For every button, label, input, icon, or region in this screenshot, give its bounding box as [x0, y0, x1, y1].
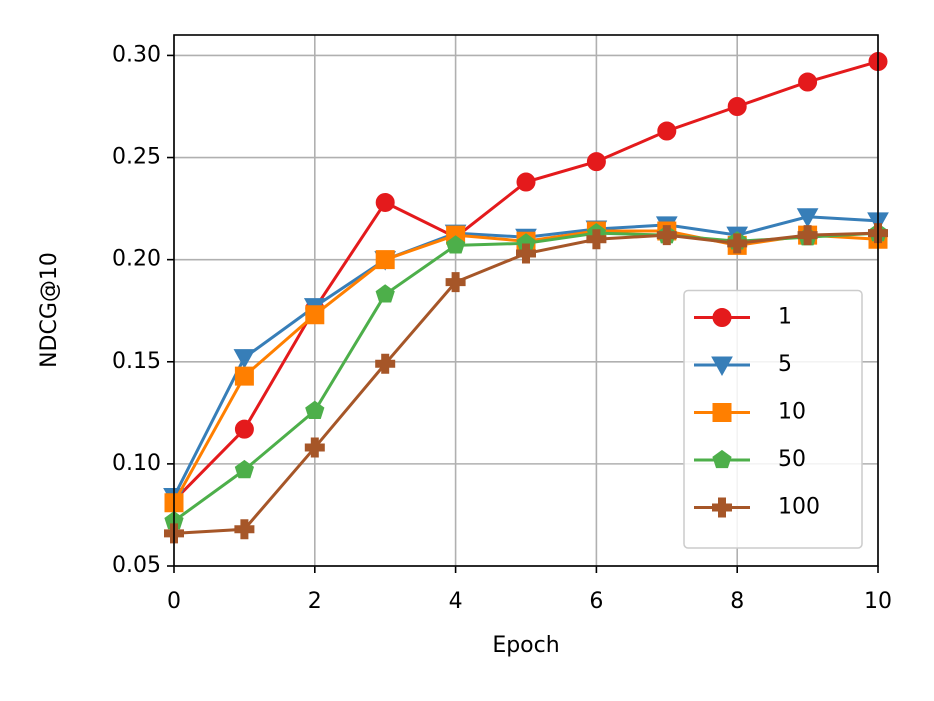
- marker: [586, 152, 606, 172]
- marker: [233, 349, 256, 369]
- x-tick-label: 4: [449, 589, 463, 614]
- marker: [305, 305, 325, 325]
- legend-label: 50: [778, 447, 806, 472]
- marker: [234, 519, 255, 540]
- marker: [516, 172, 536, 192]
- marker: [375, 192, 395, 212]
- y-tick-label: 0.20: [112, 247, 161, 272]
- legend-label: 5: [778, 352, 792, 377]
- marker: [727, 233, 748, 254]
- legend-box: [683, 289, 863, 549]
- marker: [516, 243, 536, 264]
- y-tick-label: 0.10: [112, 451, 161, 476]
- x-tick-label: 2: [308, 589, 322, 614]
- marker: [712, 497, 732, 518]
- marker: [375, 353, 396, 374]
- x-tick-label: 8: [730, 589, 744, 614]
- marker: [796, 208, 819, 228]
- marker: [234, 419, 254, 439]
- marker: [586, 229, 607, 250]
- x-tick-label: 10: [864, 589, 892, 614]
- y-tick-label: 0.30: [112, 42, 161, 67]
- y-tick-label: 0.15: [112, 349, 161, 374]
- y-axis-label: NDCG@10: [37, 252, 62, 368]
- marker: [234, 366, 254, 386]
- marker: [712, 449, 732, 469]
- marker: [798, 72, 818, 92]
- plot-frame: [173, 34, 879, 567]
- marker: [797, 225, 818, 246]
- legend-label: 1: [778, 305, 792, 330]
- marker: [445, 235, 466, 254]
- marker: [712, 403, 732, 422]
- marker: [305, 400, 325, 419]
- y-tick-label: 0.25: [112, 145, 161, 170]
- marker: [375, 250, 395, 270]
- marker: [304, 437, 325, 458]
- legend: 1 5 10 50 100: [683, 289, 863, 549]
- marker: [657, 121, 677, 141]
- marker: [445, 272, 466, 293]
- marker: [712, 308, 732, 327]
- marker: [234, 459, 255, 479]
- y-tick-label: 0.05: [112, 553, 161, 578]
- legend-label: 100: [778, 495, 820, 520]
- marker: [711, 356, 733, 377]
- marker: [656, 225, 677, 246]
- legend-label: 10: [778, 400, 806, 425]
- marker: [375, 284, 395, 303]
- x-tick-label: 6: [589, 589, 603, 614]
- x-tick-label: 0: [167, 589, 181, 614]
- marker: [727, 96, 747, 116]
- x-axis-label: Epoch: [492, 633, 559, 658]
